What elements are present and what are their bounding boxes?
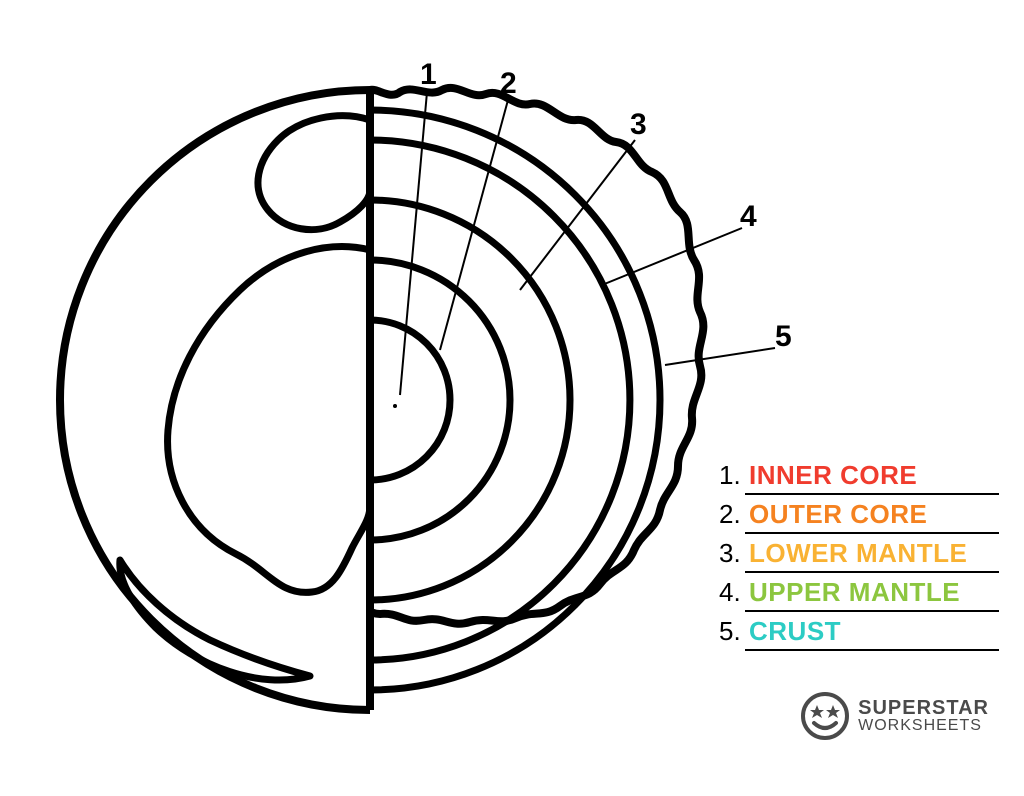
callout-4: 4	[740, 200, 757, 234]
upper-mantle-arc	[370, 140, 630, 660]
legend-row-5: 5. Crust	[719, 616, 999, 651]
brand-top: SUPERSTAR	[858, 698, 989, 718]
earth-svg	[0, 0, 1024, 791]
inner-core-arc	[370, 320, 450, 480]
branding: SUPERSTAR WORKSHEETS	[800, 691, 989, 741]
legend-num: 3.	[719, 538, 745, 569]
earth-layers-diagram: 1 2 3 4 5	[0, 0, 1024, 791]
legend-num: 2.	[719, 499, 745, 530]
brand-bottom: WORKSHEETS	[858, 718, 989, 734]
legend-num: 1.	[719, 460, 745, 491]
legend-row-2: 2. Outer Core	[719, 499, 999, 534]
legend-label-upper-mantle: Upper Mantle	[745, 577, 999, 612]
leader-lines	[400, 92, 775, 395]
legend-label-lower-mantle: Lower Mantle	[745, 538, 999, 573]
legend-num: 4.	[719, 577, 745, 608]
legend-label-inner-core: Inner Core	[745, 460, 999, 495]
smiley-star-icon	[800, 691, 850, 741]
callout-5: 5	[775, 320, 792, 354]
left-globe-outline	[60, 90, 370, 710]
callout-3: 3	[630, 108, 647, 142]
legend-label-crust: Crust	[745, 616, 999, 651]
legend-num: 5.	[719, 616, 745, 647]
callout-1: 1	[420, 58, 437, 92]
crust-inner-arc	[370, 110, 660, 690]
legend: 1. Inner Core 2. Outer Core 3. Lower Man…	[719, 460, 999, 655]
legend-row-3: 3. Lower Mantle	[719, 538, 999, 573]
legend-row-4: 4. Upper Mantle	[719, 577, 999, 612]
legend-label-outer-core: Outer Core	[745, 499, 999, 534]
legend-row-1: 1. Inner Core	[719, 460, 999, 495]
outer-core-arc	[370, 260, 510, 540]
callout-2: 2	[500, 67, 517, 101]
continents	[120, 116, 370, 680]
